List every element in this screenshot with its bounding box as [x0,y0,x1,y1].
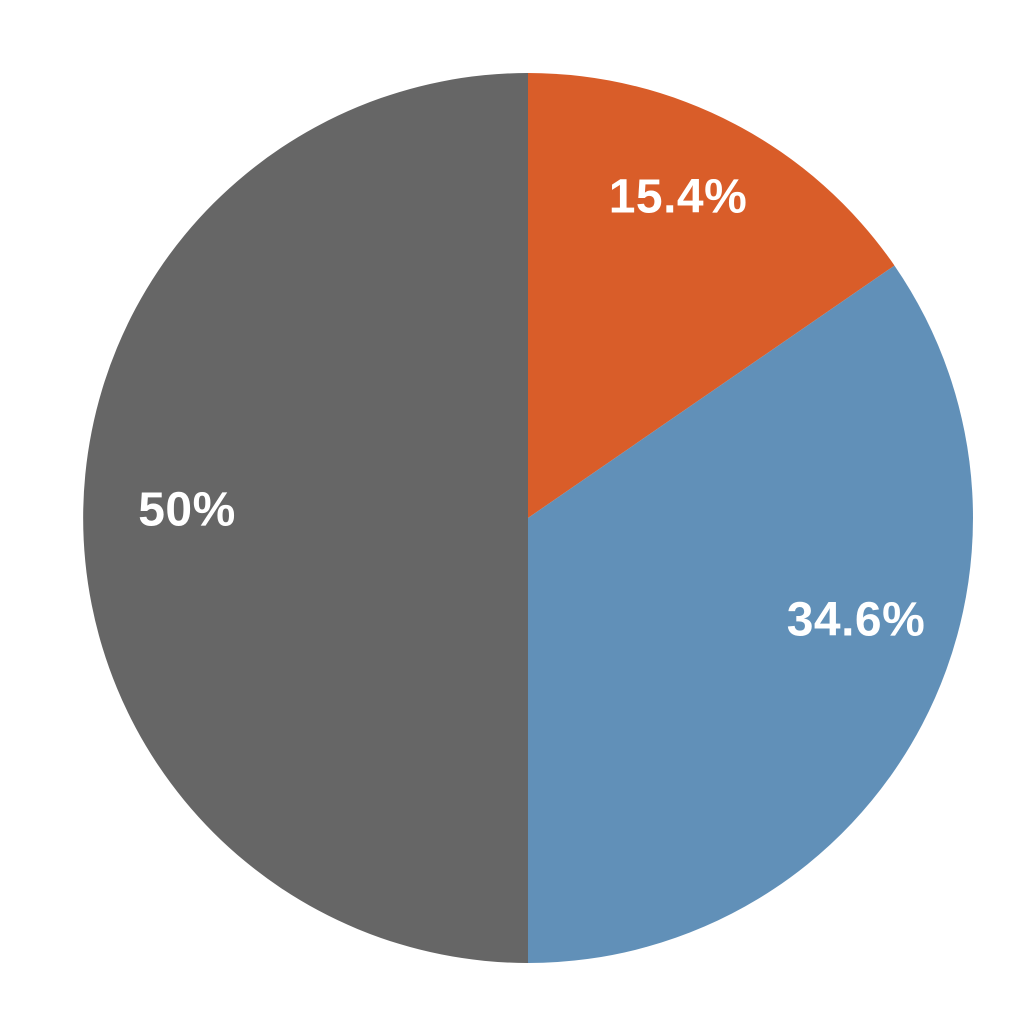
slice-label-gray: 50% [138,483,236,537]
pie-slice-orange [528,73,895,518]
pie-slices [83,73,973,963]
pie-slice-blue [528,265,973,963]
pie-slice-gray [83,73,529,963]
slice-label-blue: 34.6% [786,593,926,647]
slice-label-orange: 15.4% [608,170,748,224]
